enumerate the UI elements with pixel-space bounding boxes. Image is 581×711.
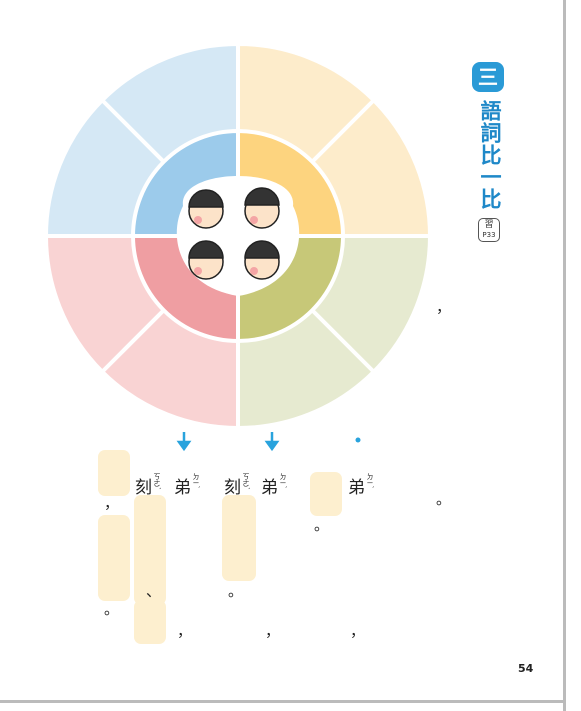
char: 弟ㄉㄧˋ xyxy=(348,473,375,498)
zhuyin: ㄎㄜˋ xyxy=(241,473,251,491)
page-number: 54 xyxy=(518,662,533,675)
page: 三 語詞比一比 習P33 刻ㄎㄜˋ 弟ㄉㄧˋ 刻ㄎㄜˋ 弟ㄉㄧˋ 弟ㄉㄧˋ ， … xyxy=(0,0,581,711)
punctuation: 。 xyxy=(104,598,119,619)
punctuation: 。 xyxy=(436,488,451,509)
ref-label: 習 xyxy=(479,220,499,230)
punctuation: ， xyxy=(265,620,280,641)
punctuation: 、 xyxy=(146,580,161,601)
zhuyin: ㄎㄜˋ xyxy=(152,473,162,491)
hanzi: 刻 xyxy=(224,478,241,498)
section-title: 語詞比一比 xyxy=(475,100,505,210)
punctuation: 。 xyxy=(314,514,329,535)
hanzi: 弟 xyxy=(174,478,191,498)
punctuation: ， xyxy=(177,620,192,641)
zhuyin: ㄉㄧˋ xyxy=(365,473,375,489)
answer-box xyxy=(134,600,166,644)
answer-box xyxy=(98,515,130,601)
answer-box xyxy=(310,472,342,516)
answer-box xyxy=(98,450,130,496)
zhuyin: ㄉㄧˋ xyxy=(191,473,201,489)
hanzi: 刻 xyxy=(135,478,152,498)
char: 刻ㄎㄜˋ xyxy=(224,473,251,498)
section-number: 三 xyxy=(472,62,504,92)
punctuation: ， xyxy=(436,296,451,317)
char: 弟ㄉㄧˋ xyxy=(174,473,201,498)
hanzi: 弟 xyxy=(348,478,365,498)
punctuation: 。 xyxy=(228,580,243,601)
answer-box xyxy=(222,495,256,581)
punctuation: ， xyxy=(350,620,365,641)
zhuyin: ㄉㄧˋ xyxy=(278,473,288,489)
hanzi: 弟 xyxy=(261,478,278,498)
punctuation: ， xyxy=(104,492,119,513)
char: 弟ㄉㄧˋ xyxy=(261,473,288,498)
ref-page: P33 xyxy=(479,230,499,240)
char: 刻ㄎㄜˋ xyxy=(135,473,162,498)
